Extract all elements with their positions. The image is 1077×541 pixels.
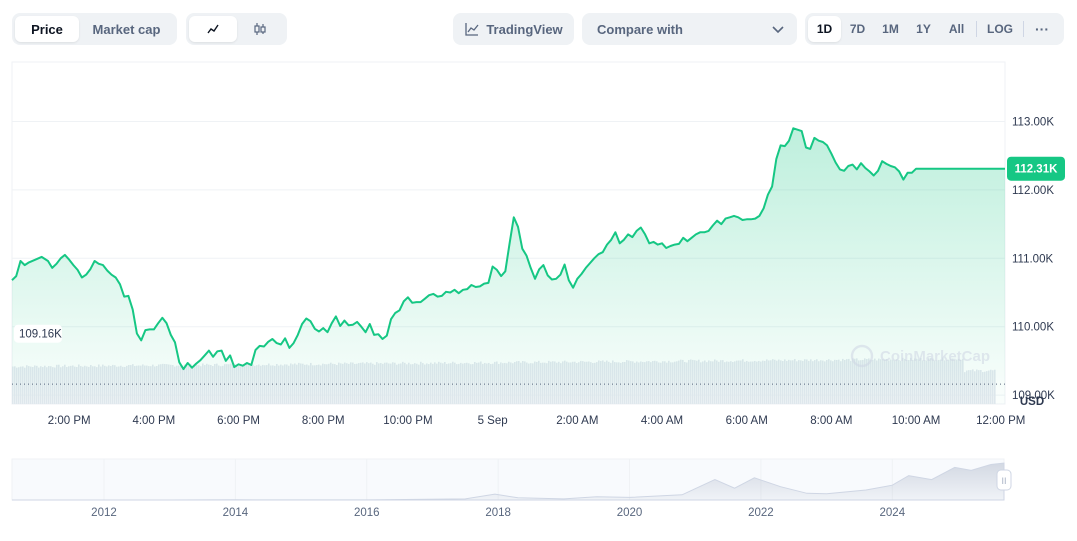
navigator-year-label: 2020 xyxy=(617,507,643,519)
open-price-badge: 109.16K xyxy=(14,324,62,343)
y-tick-label: 112.00K xyxy=(1012,185,1054,197)
more-options-button[interactable]: ··· xyxy=(1035,21,1049,37)
navigator-year-label: 2024 xyxy=(880,507,906,519)
x-tick-label: 8:00 AM xyxy=(810,415,852,427)
tradingview-label: TradingView xyxy=(486,21,563,37)
y-axis-unit-label: USD xyxy=(1020,396,1044,408)
line-chart-button[interactable] xyxy=(189,16,237,42)
current-price-badge: 112.31K xyxy=(1007,156,1065,181)
range-divider xyxy=(1023,21,1024,37)
tradingview-chart-icon xyxy=(465,23,479,36)
history-navigator[interactable] xyxy=(11,458,1005,501)
open-price-badge-bg xyxy=(14,324,62,343)
line-chart-icon xyxy=(207,24,219,34)
range-divider xyxy=(976,21,977,37)
navigator-year-label: 2012 xyxy=(91,507,117,519)
current-price-label: 112.31K xyxy=(1015,164,1059,176)
y-tick-label: 111.00K xyxy=(1012,253,1053,265)
chart-type-toggle: Price Market cap xyxy=(12,13,177,45)
range-1m-button[interactable]: 1M xyxy=(882,22,899,36)
tradingview-button[interactable]: TradingView xyxy=(453,13,574,45)
log-scale-button[interactable]: LOG xyxy=(987,22,1013,36)
x-tick-label: 6:00 PM xyxy=(217,415,260,427)
x-tick-label: 4:00 PM xyxy=(132,415,175,427)
x-tick-label: 12:00 PM xyxy=(976,415,1025,427)
open-price-label: 109.16K xyxy=(19,329,62,341)
x-tick-label: 5 Sep xyxy=(478,415,508,427)
x-tick-label: 6:00 AM xyxy=(726,415,768,427)
navigator-year-label: 2014 xyxy=(223,507,249,519)
x-tick-label: 2:00 PM xyxy=(48,415,91,427)
x-tick-label: 2:00 AM xyxy=(556,415,598,427)
navigator-handle-grip-icon: II xyxy=(1001,476,1006,486)
navigator-year-label: 2018 xyxy=(485,507,511,519)
range-1y-button[interactable]: 1Y xyxy=(916,22,931,36)
navigator-handle-body xyxy=(996,469,1012,491)
chevron-down-icon xyxy=(772,26,784,34)
price-area xyxy=(12,128,1005,405)
watermark-text: CoinMarketCap xyxy=(880,348,990,365)
navigator-year-label: 2022 xyxy=(748,507,774,519)
navigator-handle[interactable]: II xyxy=(996,469,1012,491)
navigator-year-label: 2016 xyxy=(354,507,380,519)
compare-with-label: Compare with xyxy=(597,21,683,37)
tab-market-cap[interactable]: Market cap xyxy=(92,21,161,37)
candlestick-icon xyxy=(254,23,266,35)
range-7d-button[interactable]: 7D xyxy=(849,22,866,36)
x-tick-label: 10:00 AM xyxy=(892,415,941,427)
compare-with-dropdown[interactable]: Compare with xyxy=(582,13,797,45)
range-all-button[interactable]: All xyxy=(948,22,965,36)
tab-price[interactable]: Price xyxy=(15,16,79,42)
price-line xyxy=(11,127,1005,371)
time-range-toggle: 1D 7D 1M 1Y All LOG ··· xyxy=(805,13,1064,45)
coinmarketcap-logo-icon xyxy=(850,344,874,368)
range-1d-button[interactable]: 1D xyxy=(808,16,841,42)
y-tick-label: 113.00K xyxy=(1012,117,1054,129)
y-tick-label: 109.00K xyxy=(1012,390,1055,402)
x-tick-label: 10:00 PM xyxy=(383,415,432,427)
navigator-history-area xyxy=(12,462,1005,501)
chart-style-toggle xyxy=(186,13,287,45)
y-tick-label: 110.00K xyxy=(1012,322,1054,334)
x-tick-label: 4:00 AM xyxy=(641,415,683,427)
candlestick-chart-button[interactable] xyxy=(237,16,285,42)
x-tick-label: 8:00 PM xyxy=(302,415,345,427)
current-price-badge-bg xyxy=(1007,156,1065,181)
